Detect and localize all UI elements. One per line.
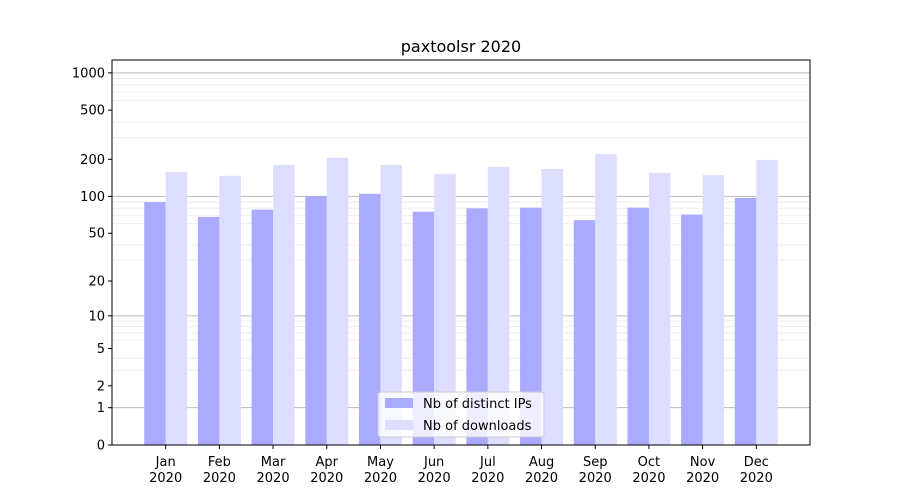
bar-downloads — [648, 172, 671, 445]
y-tick-label: 2 — [97, 379, 105, 394]
x-tick-label: Feb 2020 — [203, 455, 236, 486]
bar-distinct-ips — [251, 209, 274, 445]
y-tick-label: 0 — [97, 439, 105, 454]
bar-downloads — [165, 171, 188, 445]
plot-frame — [111, 59, 811, 446]
x-tick-label: Oct 2020 — [632, 455, 665, 486]
legend-label-downloads: Nb of downloads — [423, 419, 532, 434]
y-tick-label: 50 — [88, 227, 105, 242]
bar-distinct-ips — [144, 202, 166, 445]
bar-distinct-ips — [197, 216, 220, 445]
bar-distinct-ips — [412, 211, 435, 445]
bar-distinct-ips — [520, 207, 542, 445]
bar-distinct-ips — [627, 207, 649, 445]
bar-distinct-ips — [734, 198, 757, 445]
legend: Nb of distinct IPs Nb of downloads — [377, 391, 545, 438]
y-tick-label: 20 — [88, 275, 105, 290]
y-tick-label: 100 — [80, 190, 105, 205]
y-tick-label: 200 — [80, 153, 105, 168]
bar-distinct-ips — [573, 220, 596, 445]
bar-downloads — [702, 175, 725, 445]
bar-distinct-ips — [358, 193, 381, 445]
y-tick-label: 1 — [97, 401, 105, 416]
bar-downloads — [434, 174, 456, 445]
legend-label-ips: Nb of distinct IPs — [423, 397, 532, 412]
y-tick-label: 5 — [97, 342, 105, 357]
x-tick-label: Sep 2020 — [579, 455, 612, 486]
bar-downloads — [756, 159, 778, 445]
x-tick-label: Aug 2020 — [525, 455, 558, 486]
y-tick-label: 500 — [80, 104, 105, 119]
bar-downloads — [273, 164, 295, 445]
x-tick-label: Apr 2020 — [310, 455, 343, 486]
bar-distinct-ips — [466, 208, 488, 445]
bar-downloads — [595, 153, 617, 446]
bar-distinct-ips — [681, 214, 703, 445]
bar-distinct-ips — [305, 196, 327, 445]
x-tick-label: Dec 2020 — [740, 455, 773, 486]
bar-downloads — [326, 157, 349, 445]
x-tick-label: Nov 2020 — [686, 455, 719, 486]
legend-swatch-ips — [385, 398, 413, 408]
y-tick-label: 1000 — [72, 66, 105, 81]
bar-downloads — [541, 169, 564, 445]
x-tick-label: May 2020 — [364, 455, 397, 486]
legend-box — [377, 391, 545, 438]
bar-downloads — [219, 175, 241, 445]
bar-downloads — [487, 166, 510, 445]
chart-title: paxtoolsr 2020 — [401, 37, 521, 56]
x-tick-label: Jul 2020 — [471, 455, 504, 486]
y-tick-label: 10 — [88, 309, 105, 324]
bar-downloads — [380, 164, 402, 445]
legend-swatch-downloads — [385, 420, 413, 430]
x-tick-label: Mar 2020 — [257, 455, 290, 486]
x-tick-label: Jan 2020 — [149, 455, 182, 486]
x-tick-label: Jun 2020 — [418, 455, 451, 486]
